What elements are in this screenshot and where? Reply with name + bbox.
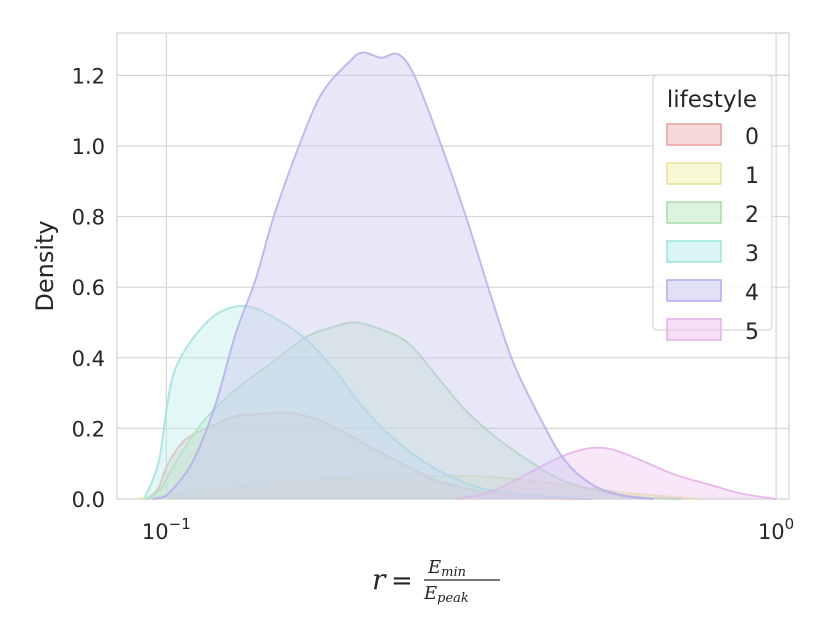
y-tick-label: 1.2 (72, 64, 105, 88)
legend-swatch-5 (666, 318, 722, 341)
legend-swatch-2 (666, 201, 722, 224)
density-area-4 (152, 52, 654, 499)
density-areas (138, 51, 777, 500)
legend-label-3: 3 (745, 242, 759, 267)
legend-label-1: 1 (745, 164, 759, 189)
density-line-1 (138, 474, 700, 500)
legend-label-0: 0 (745, 125, 759, 150)
x-tick-label: 10−1 (142, 515, 191, 544)
y-tick-label: 0.6 (72, 276, 105, 300)
x-tick-labels: 10−1 100 (142, 515, 794, 544)
legend-swatch-3 (666, 240, 722, 263)
y-tick-label: 0.4 (72, 347, 105, 371)
y-tick-label: 0.2 (72, 417, 105, 441)
x-label-numerator: Emin (427, 557, 466, 580)
x-axis-label: r = Emin Epeak (372, 557, 500, 606)
density-area-3 (144, 305, 593, 499)
density-line-2 (146, 321, 682, 500)
legend-label-2: 2 (745, 203, 759, 228)
density-line-4 (152, 51, 654, 500)
legend: lifestyle 0 1 2 3 4 5 (652, 74, 773, 345)
y-tick-label: 1.0 (72, 135, 105, 159)
x-tick-label: 100 (758, 515, 794, 544)
x-label-eq: = (391, 566, 413, 596)
density-line-5 (457, 446, 777, 500)
legend-label-5: 5 (745, 320, 759, 345)
legend-label-4: 4 (745, 281, 759, 306)
legend-swatch-0 (666, 123, 722, 146)
legend-title: lifestyle (667, 87, 757, 113)
y-axis-label: Density (31, 220, 59, 311)
density-area-5 (457, 447, 777, 499)
density-line-3 (143, 304, 593, 500)
y-tick-label: 0.8 (72, 206, 105, 230)
y-tick-labels: 0.0 0.2 0.4 0.6 0.8 1.0 1.2 (72, 64, 105, 512)
legend-swatch-1 (666, 162, 722, 185)
x-label-denominator: Epeak (423, 583, 469, 606)
legend-items: 0 1 2 3 4 5 (666, 123, 759, 345)
y-tick-label: 0.0 (72, 488, 105, 512)
legend-swatch-4 (666, 279, 722, 302)
x-label-lhs: r (372, 563, 387, 596)
density-area-1 (138, 475, 700, 499)
density-line-0 (146, 411, 593, 500)
density-area-2 (147, 322, 682, 499)
density-area-0 (147, 412, 593, 499)
